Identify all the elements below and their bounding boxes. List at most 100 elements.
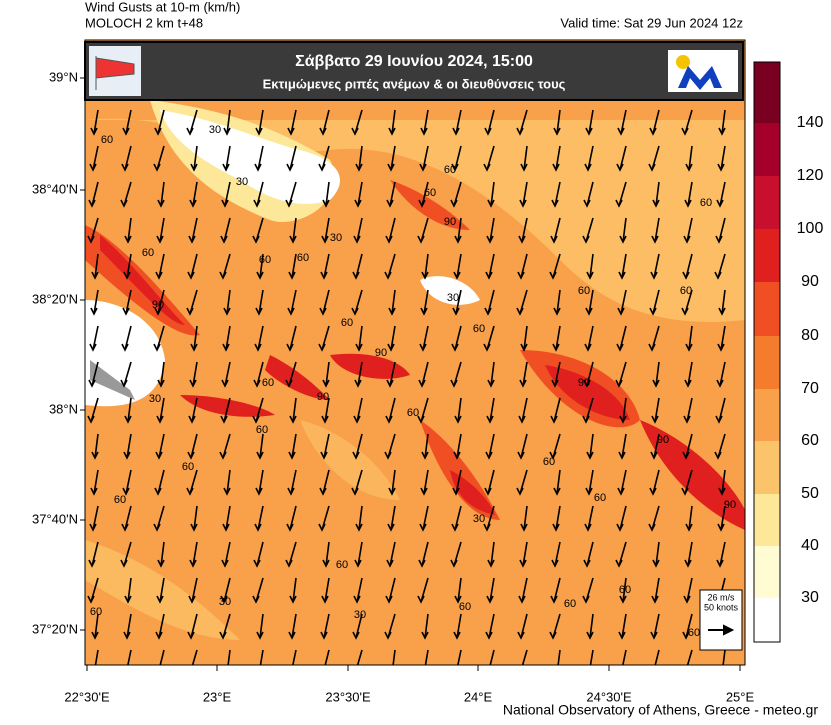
wind-arrow <box>190 145 198 172</box>
contour-label: 90 <box>578 377 590 389</box>
wind-arrow <box>385 577 396 604</box>
contour-label: 60 <box>444 164 456 176</box>
contour-label: 60 <box>142 247 154 259</box>
wind-arrow <box>716 541 726 568</box>
wind-arrow <box>484 289 495 316</box>
wind-arrow <box>685 505 693 532</box>
longitude-label: 24°E <box>464 689 493 704</box>
colorbar-frame <box>753 61 781 643</box>
map-frame <box>84 39 746 666</box>
wind-arrow <box>187 433 198 460</box>
wind-arrow <box>454 397 462 424</box>
wind-arrow <box>288 613 297 640</box>
wind-arrow <box>648 145 660 172</box>
wind-arrow <box>255 109 264 136</box>
wind-arrow <box>87 217 99 244</box>
wind-arrow <box>156 217 165 244</box>
wind-arrow <box>220 577 231 604</box>
wind-arrow <box>615 361 627 388</box>
wind-arrow <box>90 469 99 496</box>
contour-label: 60 <box>619 584 631 596</box>
wind-arrow <box>123 253 132 280</box>
wind-arrow <box>354 181 363 208</box>
wind-arrow <box>127 649 132 665</box>
wind-arrow <box>484 469 495 496</box>
contour-label: 60 <box>262 377 274 389</box>
wind-arrow <box>683 577 693 604</box>
wind-arrow <box>714 433 726 460</box>
wind-arrow <box>619 577 627 604</box>
wind-arrow <box>683 217 693 244</box>
wind-arrow <box>252 397 264 424</box>
wind-arrow <box>589 649 594 665</box>
footer: National Observatory of Athens, Greece -… <box>503 702 818 718</box>
colorbar-label: 120 <box>797 167 824 184</box>
wind-arrow <box>320 433 330 460</box>
wind-arrow <box>622 649 627 665</box>
wind-arrow <box>652 541 660 568</box>
wind-arrow <box>457 649 462 665</box>
wind-arrow <box>392 649 396 665</box>
colorbar-label: 70 <box>801 380 819 397</box>
wind-arrow <box>186 109 198 136</box>
wind-arrow <box>681 469 693 496</box>
wind-arrow <box>153 325 165 352</box>
wind-arrow <box>517 613 528 640</box>
wind-arrow <box>352 253 363 280</box>
contour-label: 30 <box>447 292 459 304</box>
wind-arrow <box>319 289 330 316</box>
wind-arrow <box>153 505 165 532</box>
wind-arrow <box>617 109 627 136</box>
colorbar-label: 50 <box>801 485 819 502</box>
wind-arrow <box>615 181 627 208</box>
wind-arrow <box>351 109 363 136</box>
wind-arrow <box>685 145 693 172</box>
wind-arrow <box>384 613 396 640</box>
wind-arrow <box>355 145 363 172</box>
wind-arrow <box>89 145 99 172</box>
wind-arrow <box>654 649 660 665</box>
wind-arrow <box>155 253 165 280</box>
wind-arrow <box>549 613 561 640</box>
wind-arrow <box>154 469 165 496</box>
wind-arrow <box>88 361 99 388</box>
wind-arrow <box>318 505 330 532</box>
longitude-label: 24°30'E <box>586 689 632 704</box>
wind-arrow <box>87 397 99 424</box>
wind-arrow <box>289 577 297 604</box>
wind-arrow <box>549 433 561 460</box>
wind-arrow <box>450 541 462 568</box>
wind-arrow <box>489 649 495 665</box>
wind-arrow <box>259 649 264 665</box>
wind-arrow <box>255 289 264 316</box>
colorbar-label: 140 <box>797 114 824 131</box>
wind-arrow <box>220 217 231 244</box>
wind-arrow <box>190 325 198 352</box>
wind-arrow <box>221 181 231 208</box>
wind-arrow <box>122 469 132 496</box>
wind-arrow <box>286 505 297 532</box>
contour-label: 60 <box>256 424 268 436</box>
colorbar-segment <box>754 546 780 598</box>
wind-arrow <box>517 433 528 460</box>
wind-arrow <box>487 541 495 568</box>
wind-arrow <box>615 541 627 568</box>
logo-m <box>678 66 722 90</box>
wind-arrow <box>686 649 693 665</box>
wind-arrow <box>452 469 462 496</box>
wind-arrow <box>420 469 429 496</box>
contour-label: 60 <box>700 197 712 209</box>
wind-arrow <box>356 649 363 665</box>
contour-label: 60 <box>578 285 590 297</box>
wind-arrow <box>352 613 363 640</box>
latitude-label: 38°40'N <box>32 181 78 196</box>
wind-arrow <box>619 217 627 244</box>
wind-arrow <box>648 505 660 532</box>
wind-arrow <box>120 181 132 208</box>
wind-arrow <box>450 181 462 208</box>
wind-arrow <box>717 505 726 532</box>
wind-arrow <box>681 109 693 136</box>
wind-arrow <box>387 325 396 352</box>
wind-arrow <box>188 397 198 424</box>
